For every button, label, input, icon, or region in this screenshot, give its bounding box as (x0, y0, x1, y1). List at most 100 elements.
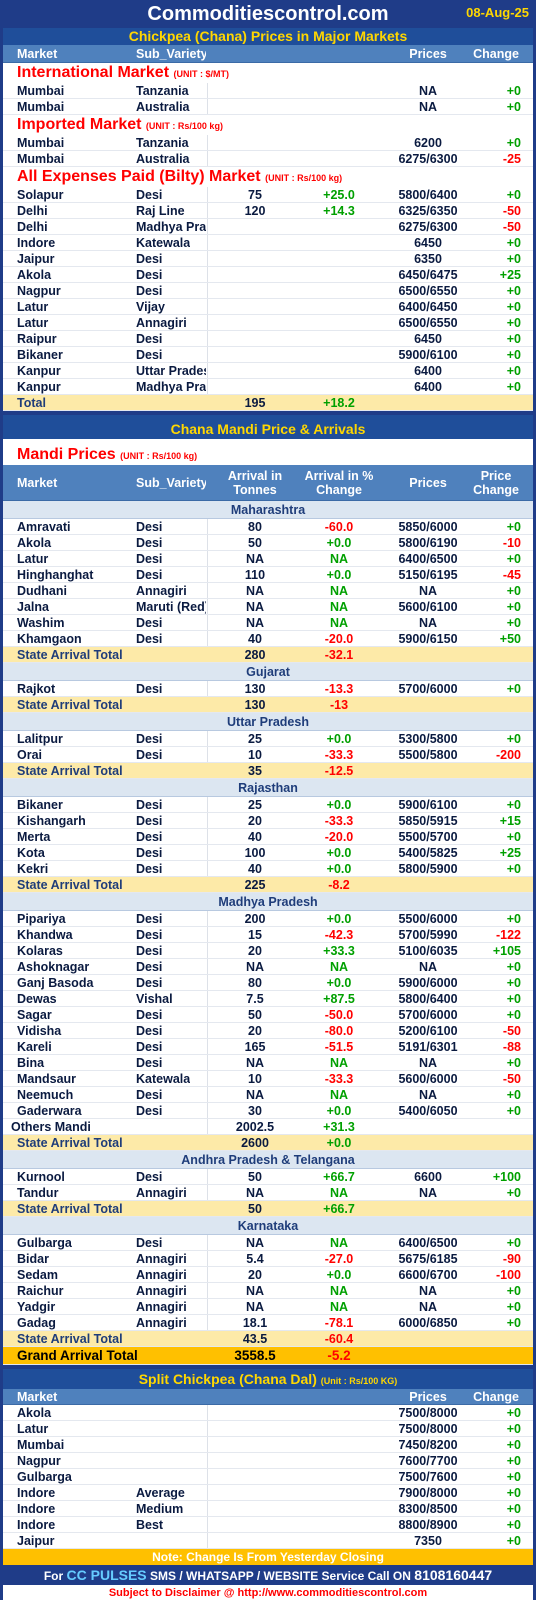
row: Neemuch Desi NA NA NA +0 (3, 1087, 533, 1103)
sub-variety: Desi (136, 536, 163, 550)
price: 5191/6301 (398, 1040, 458, 1054)
arrival: 25 (248, 798, 262, 812)
arrival-change: +0.0 (326, 1136, 352, 1150)
row: Mumbai 7450/8200 +0 (3, 1437, 533, 1453)
arrival-change: NA (329, 1186, 349, 1200)
price: 6600 (414, 1170, 442, 1184)
row: Kareli Desi 165 -51.5 5191/6301 -88 (3, 1039, 533, 1055)
market: Pipariya (17, 912, 66, 926)
arrival: 30 (248, 1104, 262, 1118)
sub-variety: Tanzania (136, 84, 189, 98)
arrival-change: -32.1 (324, 648, 354, 662)
row: Dewas Vishal 7.5 +87.5 5800/6400 +0 (3, 991, 533, 1007)
row: State Arrival Total 50 +66.7 (3, 1201, 533, 1217)
market: Akola (17, 1406, 52, 1420)
sub-variety: Desi (136, 188, 163, 202)
market: Kareli (17, 1040, 52, 1054)
price: 5900/6100 (398, 798, 458, 812)
mandi-title: Chana Mandi Price & Arrivals (170, 421, 366, 437)
change: +0 (506, 1422, 521, 1436)
sub-variety: Desi (136, 1024, 163, 1038)
row: State Arrival Total 43.5 -60.4 (3, 1331, 533, 1347)
arrival-change: -51.5 (324, 1040, 354, 1054)
arrival-change: +25.0 (323, 188, 355, 202)
sub-variety: Desi (136, 1040, 163, 1054)
price: 6400/6500 (398, 552, 458, 566)
market: Mumbai (17, 136, 65, 150)
change: +100 (492, 1170, 521, 1184)
price: 5700/6000 (398, 1008, 458, 1022)
row: State Arrival Total 2600 +0.0 (3, 1135, 533, 1151)
unit: (UNIT : $/MT) (173, 69, 229, 79)
market: State Arrival Total (17, 1202, 123, 1216)
market: Ganj Basoda (17, 976, 94, 990)
market: Raipur (17, 332, 57, 346)
change: +0 (506, 798, 521, 812)
price: 6200 (414, 136, 442, 150)
change: +0 (506, 976, 521, 990)
market: Rajkot (17, 682, 56, 696)
market: Bidar (17, 1252, 49, 1266)
change: +0 (506, 1008, 521, 1022)
sub-variety: Desi (136, 552, 163, 566)
header-price: Prices (409, 1389, 447, 1404)
market: Latur (17, 316, 49, 330)
arrival-change: +0.0 (326, 976, 352, 990)
sub-variety: Desi (136, 682, 163, 696)
price: NA (418, 100, 438, 114)
arrival: 80 (248, 520, 262, 534)
sub-variety: Desi (136, 332, 163, 346)
arrival-change: -80.0 (324, 1024, 354, 1038)
price: 5500/5700 (398, 830, 458, 844)
price: 5700/5990 (398, 928, 458, 942)
row: Nagpur 7600/7700 +0 (3, 1453, 533, 1469)
arrival: 18.1 (242, 1316, 268, 1330)
disclaimer: Subject to Disclaimer @ http://www.commo… (3, 1585, 533, 1600)
header-sub-variety: Sub_Variety (136, 475, 206, 490)
market: Jaipur (17, 1534, 55, 1548)
arrival-change: NA (329, 1088, 349, 1102)
sub-variety: Desi (136, 252, 163, 266)
price: NA (418, 1300, 438, 1314)
market: Latur (17, 300, 49, 314)
sub-variety: Desi (136, 976, 163, 990)
market: Nagpur (17, 284, 61, 298)
change: -25 (502, 152, 521, 166)
change: +0 (506, 136, 521, 150)
arrival: 40 (248, 830, 262, 844)
market: Orai (17, 748, 43, 762)
row: Delhi Madhya Pradesh Line 6275/6300 -50 (3, 219, 533, 235)
price: 5400/6050 (398, 1104, 458, 1118)
arrival-change: +0.0 (326, 862, 352, 876)
sub-variety: Desi (136, 862, 163, 876)
market: Bikaner (17, 798, 63, 812)
arrival-change: +66.7 (323, 1170, 355, 1184)
arrival-change: -13.3 (324, 682, 354, 696)
change: +0 (506, 380, 521, 394)
change: +0 (506, 1406, 521, 1420)
arrival-change: NA (329, 552, 349, 566)
market: Sagar (17, 1008, 52, 1022)
sub-variety: Average (136, 1486, 185, 1500)
arrival: 100 (244, 846, 266, 860)
price: 5800/5900 (398, 862, 458, 876)
arrival: 120 (244, 204, 266, 218)
column-header: Market Sub_Variety Arrival in Tonnes Arriva… (3, 465, 533, 501)
header-arrival-change: Arrival in % Change (304, 468, 374, 497)
brand: CC PULSES (66, 1567, 147, 1583)
row: Grand Arrival Total 3558.5 -5.2 (3, 1347, 533, 1365)
arrival-change: NA (329, 1284, 349, 1298)
arrival: NA (245, 1300, 265, 1314)
change: +105 (492, 944, 521, 958)
sub-variety: Desi (136, 830, 163, 844)
market: Lalitpur (17, 732, 63, 746)
sub-variety: Uttar Pradesh Line (136, 364, 206, 378)
market: State Arrival Total (17, 1332, 123, 1346)
change: -10 (502, 536, 521, 550)
market: Amravati (17, 520, 71, 534)
market: Akola (17, 268, 52, 282)
arrival-change: +0.0 (326, 912, 352, 926)
change: +0 (506, 1104, 521, 1118)
sub-variety: Australia (136, 152, 190, 166)
arrival-change: -20.0 (324, 632, 354, 646)
